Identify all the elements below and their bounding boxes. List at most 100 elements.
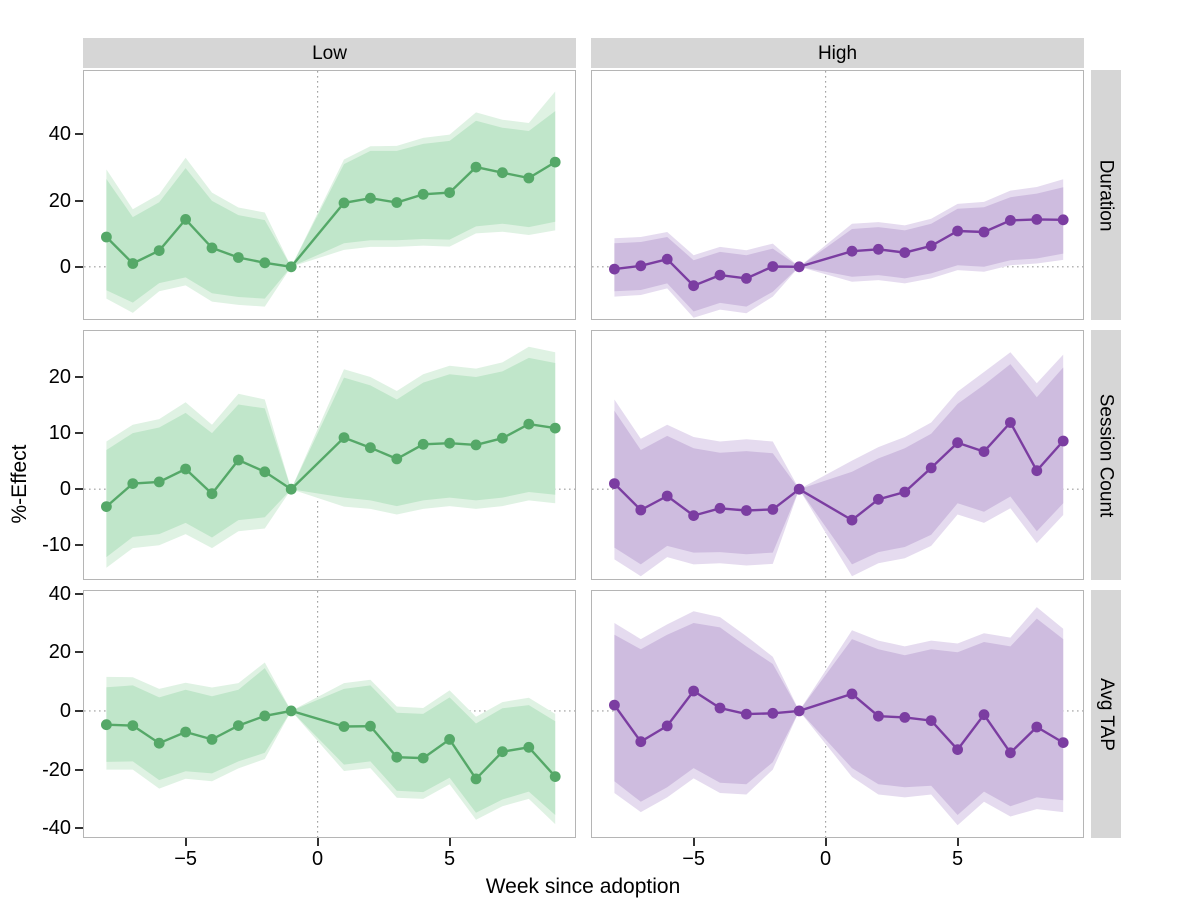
x-tick-mark <box>956 838 959 846</box>
y-tick-mark <box>75 432 83 435</box>
panel-duration-high <box>591 70 1084 320</box>
facet-label-low: Low <box>312 42 347 64</box>
x-tick-mark <box>824 838 827 846</box>
effect-point <box>609 699 620 711</box>
x-tick-mark <box>692 838 695 846</box>
effect-point <box>609 478 620 489</box>
effect-point <box>1005 417 1016 428</box>
effect-point <box>793 261 805 273</box>
effect-point <box>233 252 244 263</box>
y-tick-mark <box>75 199 83 202</box>
effect-point <box>1057 737 1069 748</box>
effect-point <box>444 734 455 745</box>
effect-point <box>338 721 350 732</box>
effect-point <box>259 466 271 478</box>
effect-point <box>767 707 779 719</box>
effect-point <box>101 231 112 243</box>
panel-session-count-low <box>83 330 576 580</box>
effect-point <box>285 261 297 273</box>
effect-point <box>846 245 858 257</box>
facet-strip-low: Low <box>83 38 576 68</box>
effect-point <box>952 225 963 237</box>
effect-point <box>549 422 561 434</box>
y-tick-label: -10 <box>42 534 71 557</box>
y-tick-mark <box>75 651 83 654</box>
confidence-ribbon-inner <box>106 111 556 303</box>
confidence-ribbon-inner <box>614 618 1064 815</box>
effect-point <box>101 719 112 731</box>
effect-point <box>206 488 218 500</box>
effect-point <box>925 240 937 252</box>
y-tick-mark <box>75 827 83 830</box>
effect-point <box>233 720 244 731</box>
y-tick-mark <box>75 768 83 771</box>
effect-point <box>523 418 535 430</box>
effect-point <box>741 273 752 284</box>
effect-point <box>661 490 673 502</box>
effect-point <box>391 751 403 763</box>
effect-point <box>688 685 699 697</box>
panel-avg-tap-high <box>591 590 1084 838</box>
effect-point <box>635 504 647 516</box>
y-tick-label: 40 <box>48 582 71 605</box>
effect-point <box>153 245 165 256</box>
effect-point <box>873 243 884 255</box>
panel-duration-low <box>83 70 576 320</box>
y-tick-label: 20 <box>48 189 71 212</box>
facet-strip-high: High <box>591 38 1084 68</box>
effect-point <box>1057 214 1069 226</box>
effect-point <box>635 260 647 272</box>
y-tick-label: 20 <box>48 366 71 388</box>
y-tick-label: -40 <box>42 817 71 840</box>
x-tick-label: −5 <box>174 848 198 870</box>
effect-point <box>741 505 752 516</box>
effect-point <box>1031 721 1043 733</box>
x-tick-label: −5 <box>682 848 706 870</box>
effect-point <box>899 247 911 258</box>
y-tick-mark <box>75 488 83 491</box>
effect-point <box>233 454 244 466</box>
effect-point <box>497 746 508 758</box>
effect-point <box>523 172 535 184</box>
panel-plot <box>84 331 575 579</box>
y-tick-label: 0 <box>59 699 71 722</box>
effect-point <box>635 736 647 748</box>
effect-point <box>714 702 726 714</box>
facet-strip-session-count: Session Count <box>1091 330 1121 580</box>
effect-point <box>952 744 963 755</box>
effect-point <box>153 737 165 749</box>
effect-point <box>899 486 911 498</box>
y-tick-mark <box>75 265 83 268</box>
panel-plot <box>84 71 575 319</box>
effect-point <box>127 258 139 269</box>
y-tick-label: 10 <box>48 422 71 445</box>
effect-point <box>1031 214 1043 225</box>
panel-avg-tap-low <box>83 590 576 838</box>
effect-point <box>417 188 429 200</box>
facet-strip-duration: Duration <box>1091 70 1121 320</box>
effect-point <box>180 463 191 475</box>
effect-point <box>285 705 297 717</box>
effect-point <box>1005 215 1016 226</box>
effect-point <box>1057 435 1069 447</box>
x-tick-mark <box>448 838 451 846</box>
effect-point <box>873 493 884 505</box>
effect-point <box>846 688 858 700</box>
y-tick-mark <box>75 376 83 378</box>
effect-point <box>767 504 779 515</box>
effect-point <box>180 214 191 225</box>
effect-point <box>365 442 376 454</box>
effect-point <box>609 263 620 275</box>
effect-point <box>365 192 376 204</box>
effect-point <box>470 439 482 451</box>
effect-point <box>978 709 990 721</box>
effect-point <box>444 187 455 198</box>
y-tick-label: 20 <box>48 641 71 664</box>
y-tick-mark <box>75 592 83 595</box>
panel-plot <box>592 331 1083 579</box>
y-tick-mark <box>75 544 83 547</box>
effect-point <box>978 446 990 457</box>
panel-plot <box>84 591 575 837</box>
facet-label-avg-tap: Avg TAP <box>1095 677 1117 751</box>
